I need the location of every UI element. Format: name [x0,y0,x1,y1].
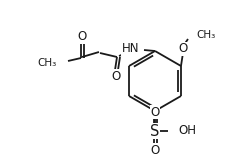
Text: O: O [150,105,160,119]
Text: CH₃: CH₃ [38,58,57,68]
Text: HN: HN [121,43,139,55]
Text: O: O [111,69,121,82]
Text: O: O [77,30,87,44]
Text: S: S [150,124,160,139]
Text: CH₃: CH₃ [196,30,215,40]
Text: O: O [150,143,160,156]
Text: O: O [178,43,188,55]
Text: OH: OH [178,125,196,138]
